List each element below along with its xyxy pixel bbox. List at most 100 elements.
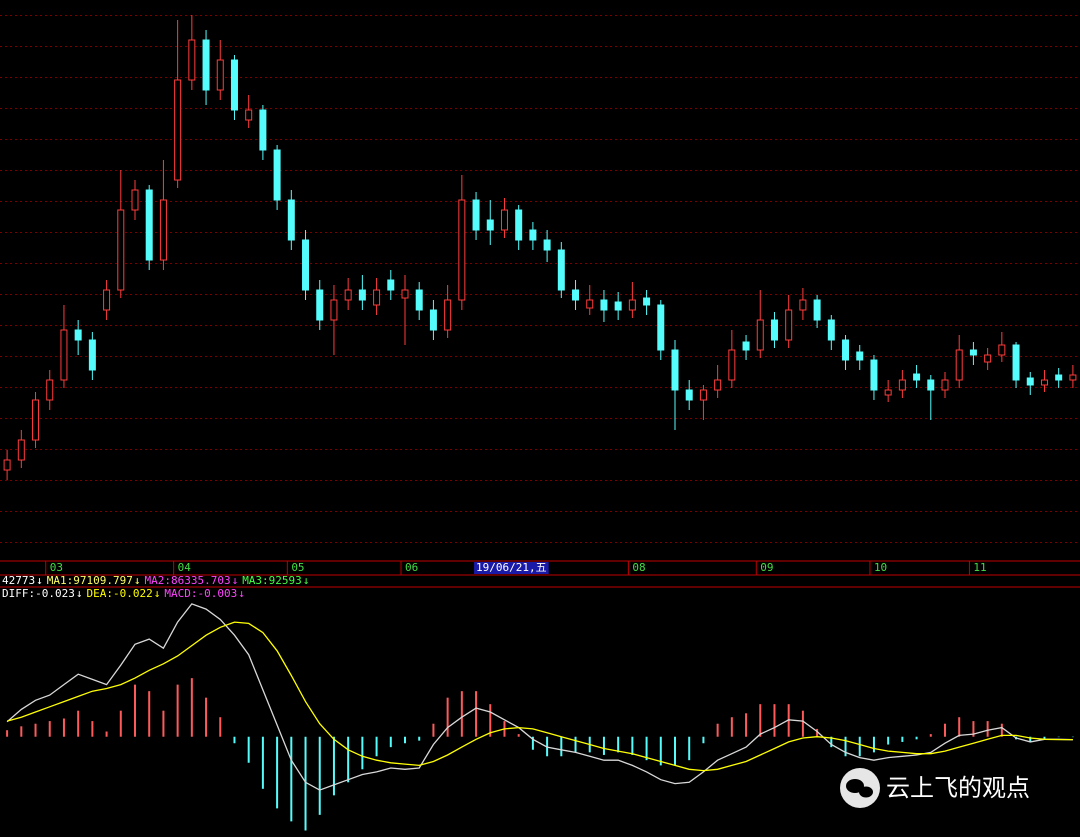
candle-body bbox=[88, 339, 96, 371]
x-tick-label: 04 bbox=[178, 561, 192, 574]
candle-body bbox=[401, 289, 409, 299]
candle-body bbox=[188, 39, 196, 81]
candle-body bbox=[458, 199, 466, 301]
candle-body bbox=[898, 379, 906, 391]
indicator-label: MACD:-0.003 bbox=[164, 587, 237, 600]
candle-body bbox=[230, 59, 238, 111]
candle-body bbox=[216, 59, 224, 91]
candle-body bbox=[17, 439, 25, 461]
candle-body bbox=[60, 329, 68, 381]
candle-body bbox=[3, 459, 11, 471]
cursor-date: 19/06/21,五 bbox=[476, 561, 547, 574]
candle-body bbox=[529, 229, 537, 241]
candle-body bbox=[870, 359, 878, 391]
indicator-label: DEA:-0.022 bbox=[86, 587, 152, 600]
candle-body bbox=[856, 351, 864, 361]
candle-body bbox=[316, 289, 324, 321]
indicator-arrow: ↓ bbox=[238, 587, 245, 600]
x-tick-label: 06 bbox=[405, 561, 418, 574]
candle-body bbox=[614, 301, 622, 311]
candle-body bbox=[131, 189, 139, 211]
candle-body bbox=[643, 297, 651, 306]
candle-body bbox=[557, 249, 565, 291]
candle-body bbox=[785, 309, 793, 341]
candle-body bbox=[174, 79, 182, 181]
candle-body bbox=[500, 209, 508, 231]
indicator-label: MA2:86335.703 bbox=[144, 574, 230, 587]
indicator-label: DIFF:-0.023 bbox=[2, 587, 75, 600]
candle-body bbox=[628, 299, 636, 311]
candle-body bbox=[145, 189, 153, 261]
candle-body bbox=[600, 299, 608, 311]
candle-body bbox=[842, 339, 850, 361]
candle-body bbox=[955, 349, 963, 381]
candle-body bbox=[472, 199, 480, 231]
candle-body bbox=[259, 109, 267, 151]
candle-body bbox=[543, 239, 551, 251]
candle-body bbox=[415, 289, 423, 311]
candle-body bbox=[429, 309, 437, 331]
indicator-arrow: ↓ bbox=[154, 587, 161, 600]
candle-body bbox=[117, 209, 125, 291]
indicator-arrow: ↓ bbox=[134, 574, 141, 587]
candle-body bbox=[998, 344, 1006, 356]
candle-body bbox=[159, 199, 167, 261]
candle-body bbox=[1012, 344, 1020, 381]
watermark: 云上飞的观点 bbox=[840, 768, 1030, 808]
indicator-arrow: ↓ bbox=[303, 574, 310, 587]
candle-body bbox=[586, 299, 594, 309]
x-tick-label: 08 bbox=[632, 561, 645, 574]
indicator-arrow: ↓ bbox=[76, 587, 83, 600]
candle-body bbox=[1069, 374, 1077, 381]
dea-line bbox=[6, 621, 1073, 772]
cursor-box bbox=[474, 562, 549, 574]
candle-body bbox=[770, 319, 778, 341]
candle-body bbox=[330, 299, 338, 321]
indicator-arrow: ↓ bbox=[36, 574, 43, 587]
x-tick-label: 10 bbox=[874, 561, 887, 574]
candle-body bbox=[103, 289, 111, 311]
x-tick-label: 05 bbox=[291, 561, 304, 574]
candle-body bbox=[657, 304, 665, 351]
x-tick-label: 09 bbox=[760, 561, 773, 574]
watermark-text: 云上飞的观点 bbox=[886, 774, 1030, 802]
candle-body bbox=[373, 289, 381, 306]
candle-body bbox=[699, 389, 707, 401]
candle-body bbox=[273, 149, 281, 201]
candle-body bbox=[799, 299, 807, 311]
candle-body bbox=[515, 209, 523, 241]
candle-body bbox=[969, 349, 977, 356]
candle-body bbox=[714, 379, 722, 391]
indicator-label: 42773 bbox=[2, 574, 35, 587]
candle-body bbox=[685, 389, 693, 401]
candle-body bbox=[74, 329, 82, 341]
candle-body bbox=[913, 373, 921, 381]
diff-line bbox=[6, 603, 1073, 791]
candle-body bbox=[1026, 377, 1034, 386]
candle-body bbox=[1055, 374, 1063, 381]
indicator-label: MA3:92593 bbox=[242, 574, 302, 587]
candle-body bbox=[671, 349, 679, 391]
candle-body bbox=[302, 239, 310, 291]
candle-body bbox=[358, 289, 366, 301]
candle-body bbox=[927, 379, 935, 391]
candle-body bbox=[756, 319, 764, 351]
candle-body bbox=[245, 109, 253, 121]
candle-body bbox=[827, 319, 835, 341]
candle-body bbox=[728, 349, 736, 381]
candle-body bbox=[444, 299, 452, 331]
candle-body bbox=[46, 379, 54, 401]
indicator-label: MA1:97109.797 bbox=[47, 574, 133, 587]
grid bbox=[0, 10, 1080, 555]
candle-body bbox=[984, 354, 992, 363]
candle-body bbox=[387, 279, 395, 291]
candle-body bbox=[287, 199, 295, 241]
candle-body bbox=[344, 289, 352, 301]
candle-body bbox=[1040, 379, 1048, 386]
candle-body bbox=[884, 389, 892, 396]
indicator-arrow: ↓ bbox=[232, 574, 239, 587]
candle-body bbox=[202, 39, 210, 91]
candle-body bbox=[572, 289, 580, 301]
candle-body bbox=[742, 341, 750, 351]
